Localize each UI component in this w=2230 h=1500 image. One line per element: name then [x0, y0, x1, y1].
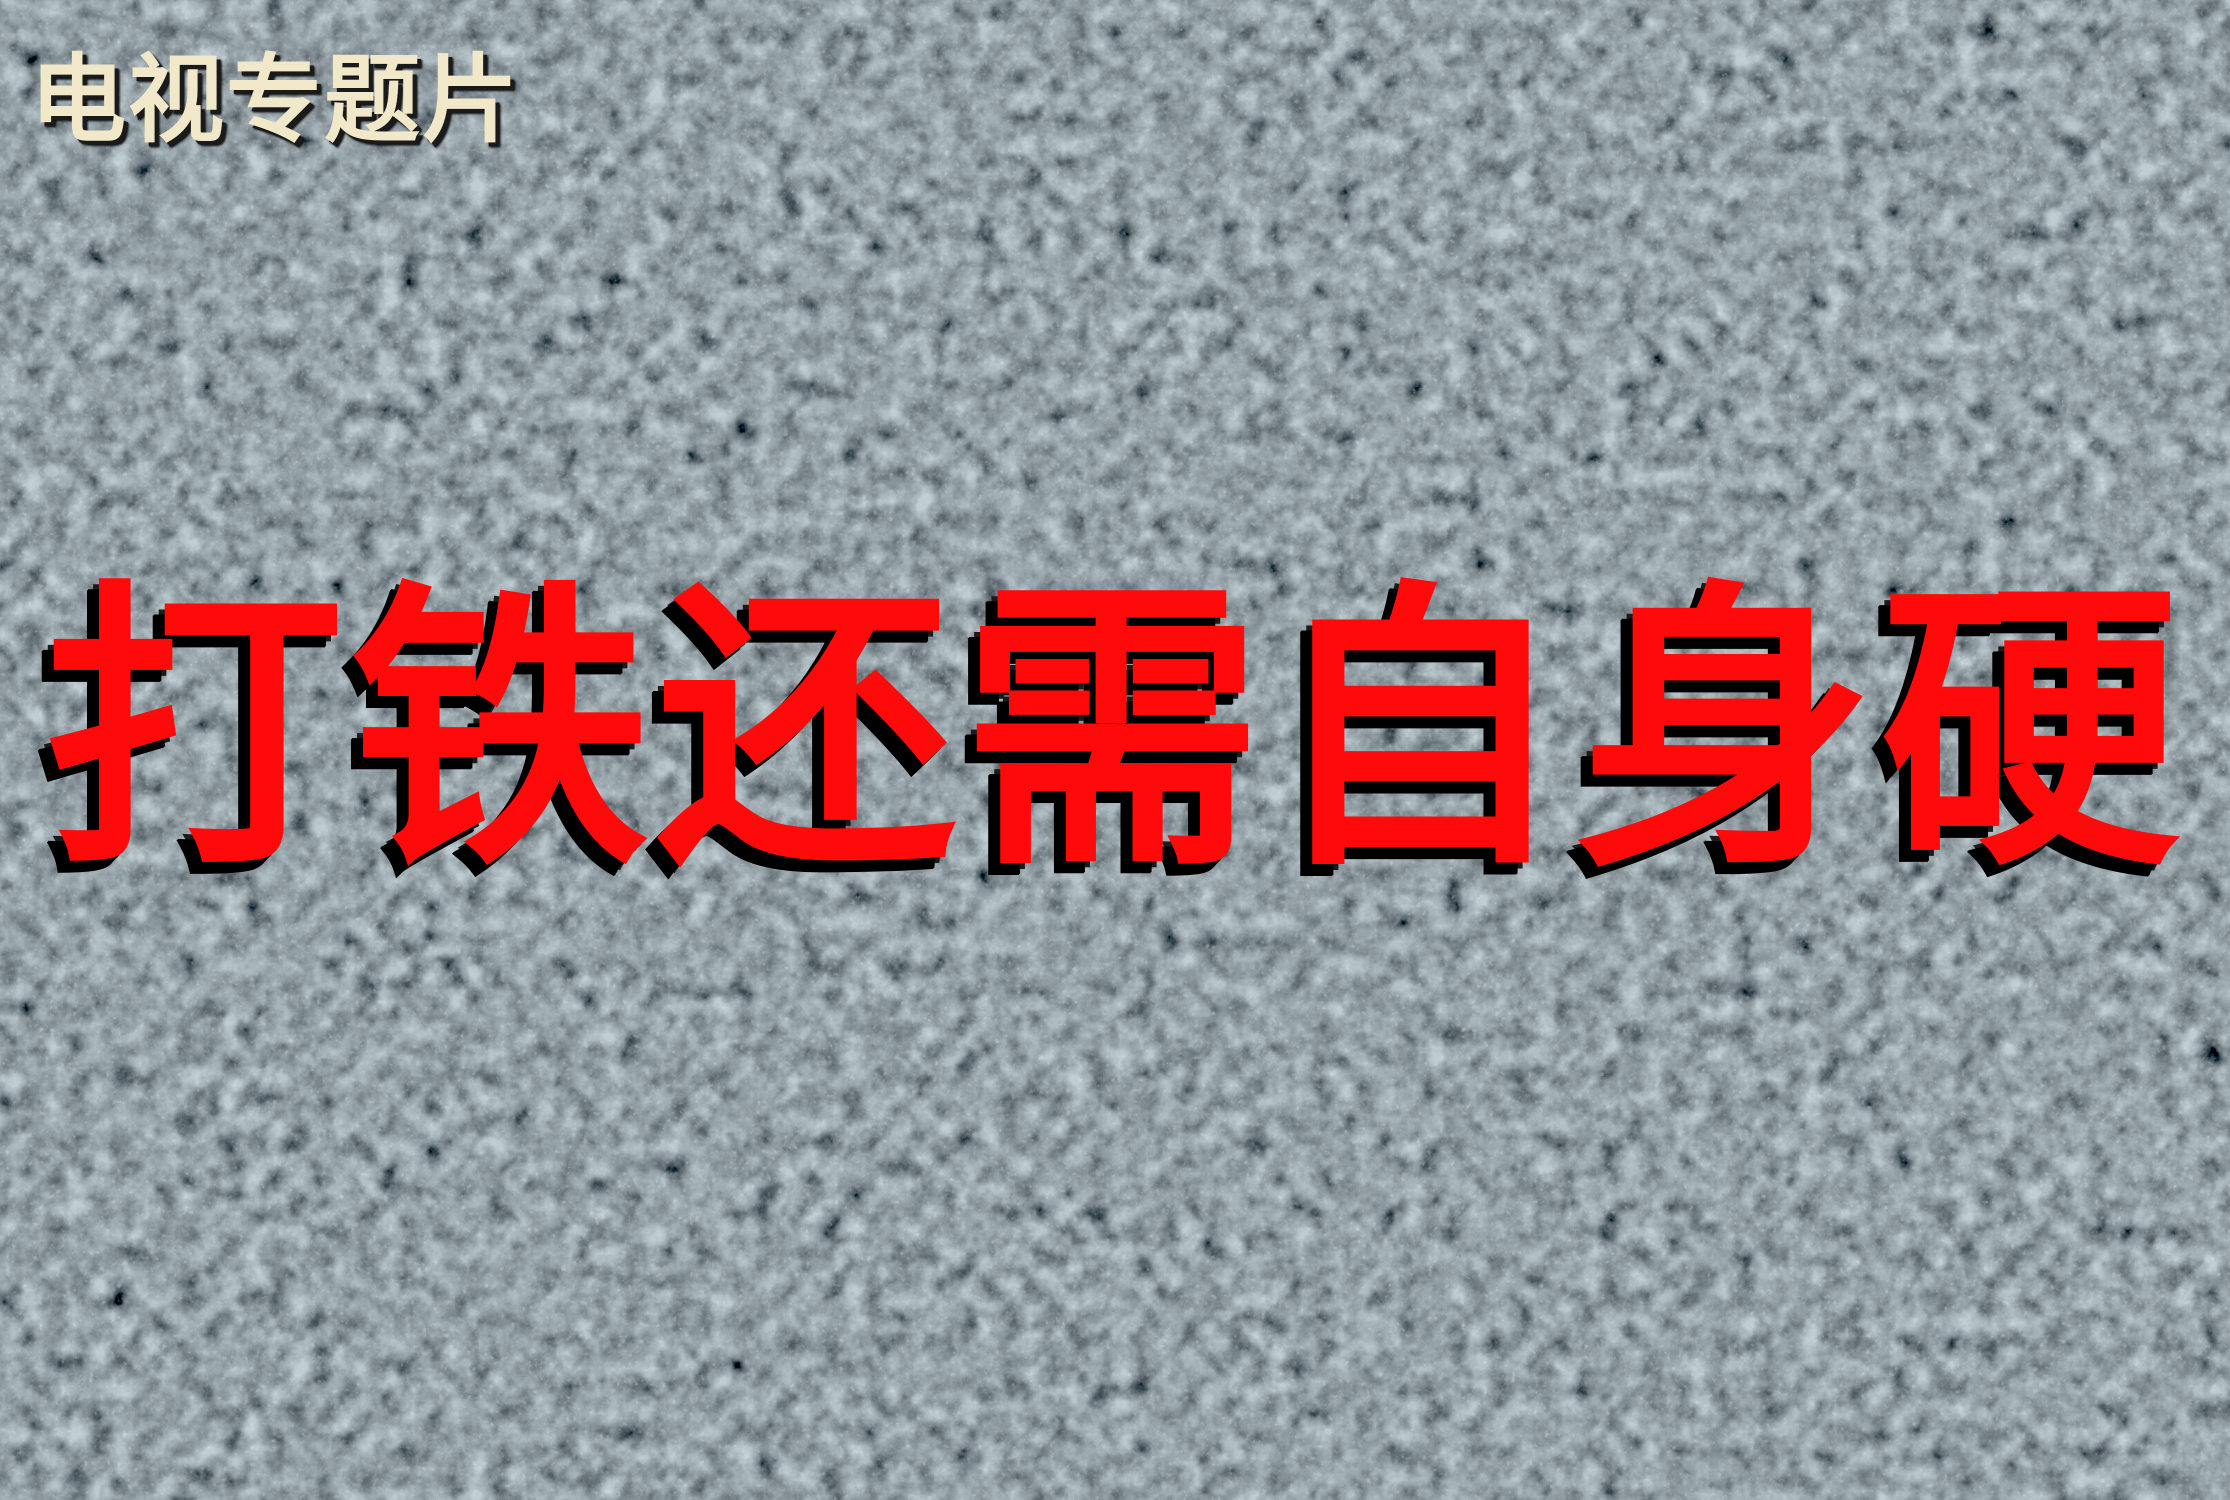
slide-caption: 电视专题片: [30, 43, 520, 156]
slide-headline: 打铁还需自身硬: [44, 553, 2186, 906]
